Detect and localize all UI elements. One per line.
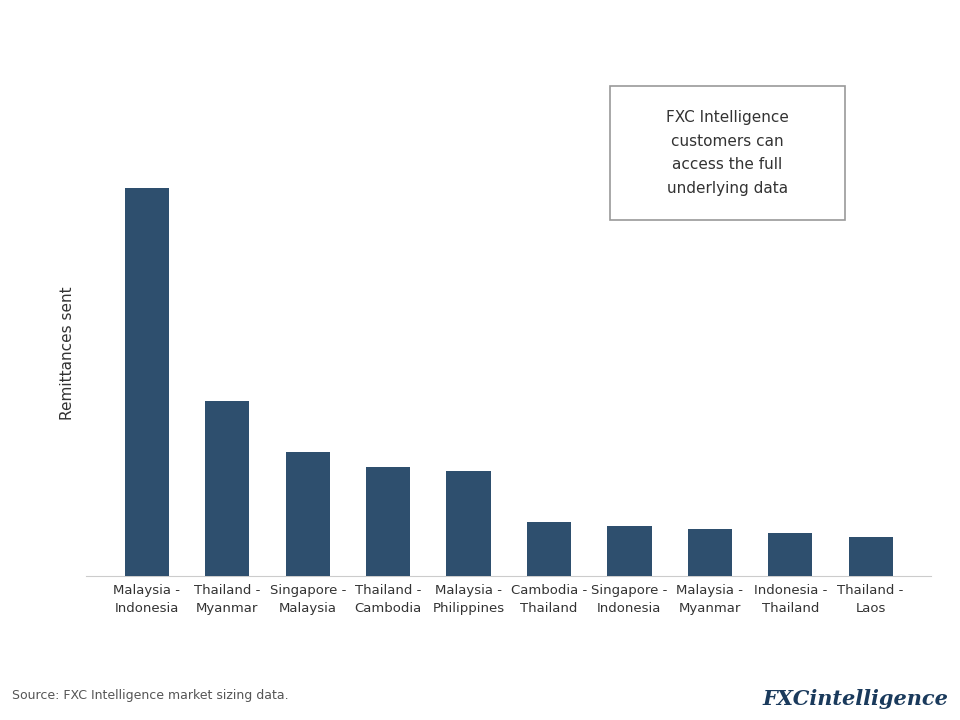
Y-axis label: Remittances sent: Remittances sent [60, 286, 75, 420]
Text: Malaysia-Indonesia saw highest flow of remittances in 2021: Malaysia-Indonesia saw highest flow of r… [17, 22, 835, 45]
Text: Source: FXC Intelligence market sizing data.: Source: FXC Intelligence market sizing d… [12, 689, 288, 702]
Bar [608, 526, 652, 576]
Text: Top 10 intra-Southeast Asia consumer remittance corridors, 2021: Top 10 intra-Southeast Asia consumer rem… [17, 78, 588, 96]
Bar [366, 467, 410, 576]
Bar [286, 451, 330, 576]
Text: FXCintelligence: FXCintelligence [762, 689, 948, 709]
Bar [446, 471, 491, 576]
Bar [527, 522, 571, 576]
Bar [687, 529, 732, 576]
Bar [205, 401, 250, 576]
Text: FXC Intelligence
customers can
access the full
underlying data: FXC Intelligence customers can access th… [666, 110, 788, 196]
Bar [125, 188, 169, 576]
Bar [768, 534, 812, 576]
Bar [849, 537, 893, 576]
